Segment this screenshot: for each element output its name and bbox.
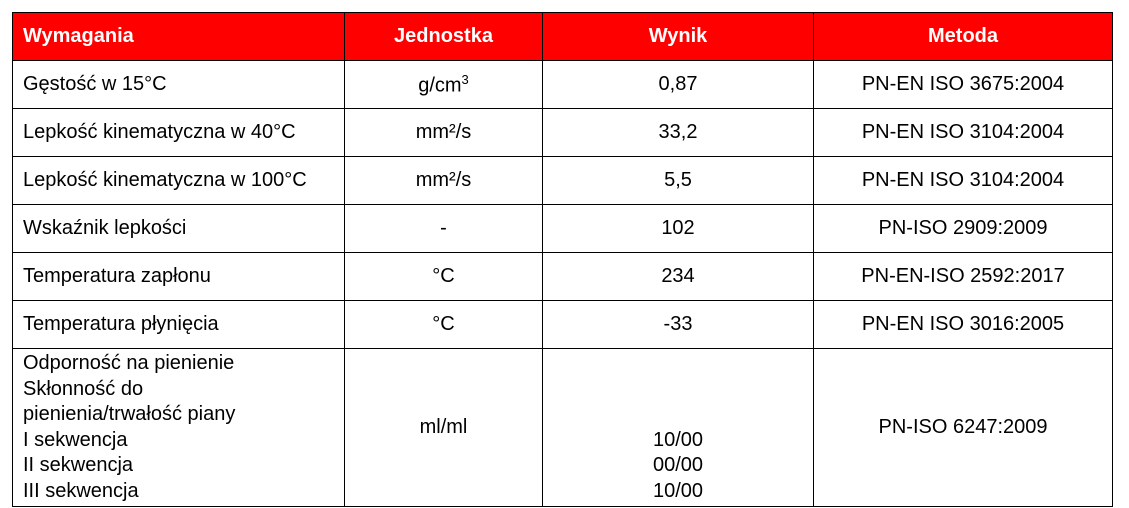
requirement-cell: Odporność na pienienie Skłonność do pienie… bbox=[12, 348, 345, 507]
requirement-cell: Temperatura płynięcia bbox=[12, 300, 345, 349]
result-cell: 5,5 bbox=[542, 156, 814, 205]
requirement-line: Skłonność do bbox=[23, 377, 144, 400]
requirement-line: Odporność na pienienie bbox=[23, 352, 235, 374]
method-cell: PN-EN ISO 3104:2004 bbox=[813, 156, 1113, 205]
method-cell: PN-EN ISO 3104:2004 bbox=[813, 108, 1113, 157]
method-cell: PN-EN-ISO 2592:2017 bbox=[813, 252, 1113, 301]
unit-text: - bbox=[440, 217, 447, 239]
requirement-cell: Temperatura zapłonu bbox=[12, 252, 345, 301]
header-unit: Jednostka bbox=[344, 12, 543, 61]
requirement-line: I sekwencja bbox=[23, 428, 128, 451]
result-line: 00/00 bbox=[652, 454, 704, 476]
table-row: Lepkość kinematyczna w 40°C mm²/s 33,2 P… bbox=[12, 108, 1113, 157]
unit-cell: mm²/s bbox=[344, 108, 543, 157]
result-line: 10/00 bbox=[652, 428, 704, 451]
requirement-cell: Gęstość w 15°C bbox=[12, 60, 345, 109]
requirement-line: III sekwencja bbox=[23, 479, 139, 502]
specs-table: Wymagania Jednostka Wynik Metoda Gęstość… bbox=[12, 12, 1113, 507]
result-cell: -33 bbox=[542, 300, 814, 349]
unit-text: °C bbox=[432, 313, 455, 335]
result-cell: 10/00 00/00 10/00 bbox=[542, 348, 814, 507]
table-row: Temperatura zapłonu °C 234 PN-EN-ISO 259… bbox=[12, 252, 1113, 301]
unit-text: °C bbox=[432, 265, 455, 287]
result-cell: 102 bbox=[542, 204, 814, 253]
table-row: Wskaźnik lepkości - 102 PN-ISO 2909:2009 bbox=[12, 204, 1113, 253]
unit-text: g/cm bbox=[418, 74, 462, 97]
result-cell: 234 bbox=[542, 252, 814, 301]
requirement-cell: Lepkość kinematyczna w 40°C bbox=[12, 108, 345, 157]
requirement-cell: Wskaźnik lepkości bbox=[12, 204, 345, 253]
unit-cell: g/cm3 bbox=[344, 60, 543, 109]
method-cell: PN-ISO 2909:2009 bbox=[813, 204, 1113, 253]
result-cell: 33,2 bbox=[542, 108, 814, 157]
header-method: Metoda bbox=[813, 12, 1113, 61]
method-cell: PN-EN ISO 3016:2005 bbox=[813, 300, 1113, 349]
header-requirements: Wymagania bbox=[12, 12, 345, 61]
unit-cell: - bbox=[344, 204, 543, 253]
requirement-cell: Lepkość kinematyczna w 100°C bbox=[12, 156, 345, 205]
result-line: 10/00 bbox=[652, 479, 704, 502]
result-cell: 0,87 bbox=[542, 60, 814, 109]
table-row: Gęstość w 15°C g/cm3 0,87 PN-EN ISO 3675… bbox=[12, 60, 1113, 109]
table-row-foam: Odporność na pienienie Skłonność do pienie… bbox=[12, 348, 1113, 507]
unit-cell: °C bbox=[344, 252, 543, 301]
unit-text: mm²/s bbox=[415, 169, 472, 191]
unit-cell: mm²/s bbox=[344, 156, 543, 205]
header-result: Wynik bbox=[542, 12, 814, 61]
requirement-line: pienienia/trwałość piany bbox=[23, 403, 236, 425]
table-row: Lepkość kinematyczna w 100°C mm²/s 5,5 P… bbox=[12, 156, 1113, 205]
method-cell: PN-EN ISO 3675:2004 bbox=[813, 60, 1113, 109]
requirement-line: II sekwencja bbox=[23, 454, 134, 476]
unit-cell: ml/ml bbox=[344, 348, 543, 507]
method-cell: PN-ISO 6247:2009 bbox=[813, 348, 1113, 507]
unit-cell: °C bbox=[344, 300, 543, 349]
unit-superscript: 3 bbox=[461, 71, 469, 87]
header-row: Wymagania Jednostka Wynik Metoda bbox=[12, 12, 1113, 61]
table-row: Temperatura płynięcia °C -33 PN-EN ISO 3… bbox=[12, 300, 1113, 349]
unit-text: mm²/s bbox=[415, 121, 472, 143]
